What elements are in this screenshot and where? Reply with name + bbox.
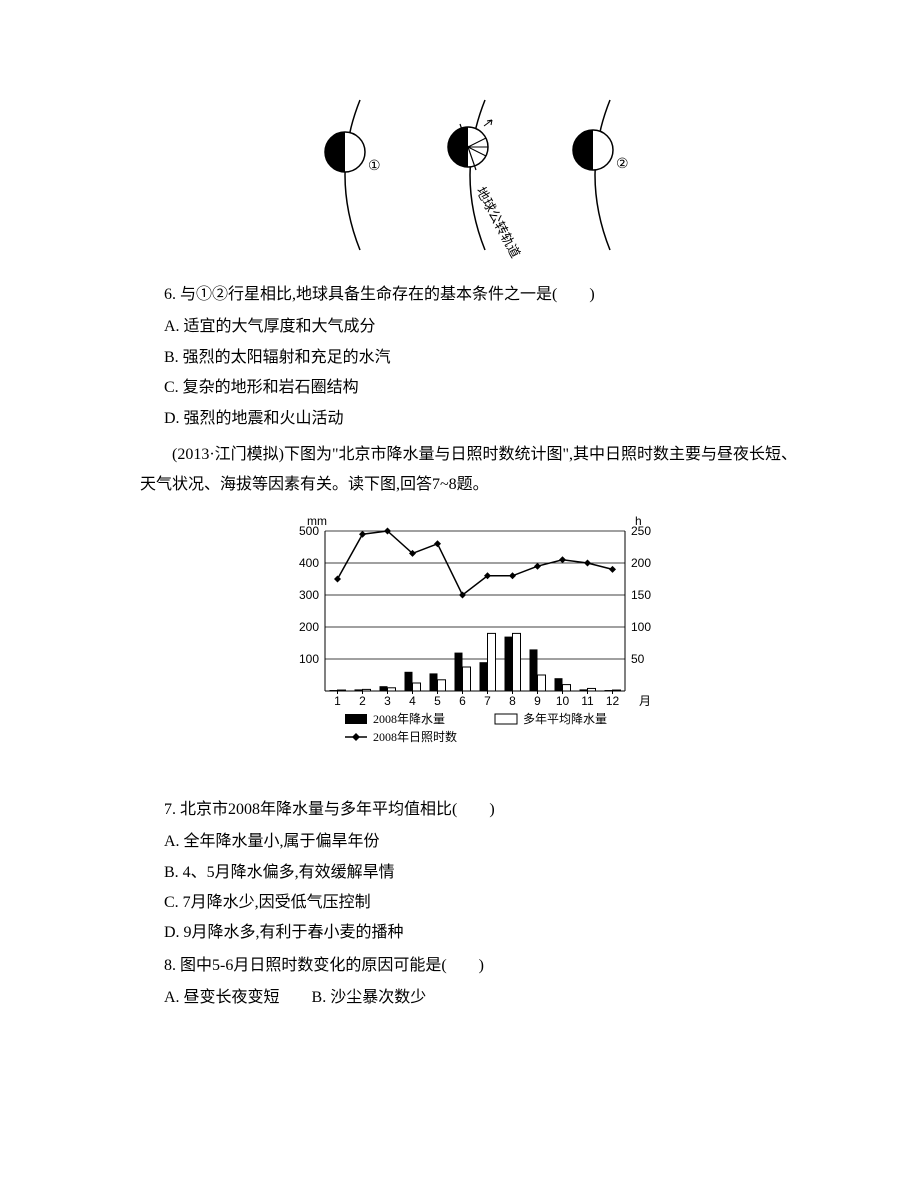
svg-text:12: 12 bbox=[606, 694, 620, 708]
svg-text:10: 10 bbox=[556, 694, 570, 708]
planet-2-label: ② bbox=[616, 157, 629, 172]
q6-option-d: D. 强烈的地震和火山活动 bbox=[164, 404, 800, 434]
svg-text:9: 9 bbox=[534, 694, 541, 708]
svg-text:2008年降水量: 2008年降水量 bbox=[373, 712, 445, 726]
svg-text:8: 8 bbox=[509, 694, 516, 708]
svg-text:11: 11 bbox=[581, 694, 594, 708]
q7-option-d: D. 9月降水多,有利于春小麦的播种 bbox=[164, 918, 800, 948]
svg-text:100: 100 bbox=[631, 620, 651, 634]
svg-text:50: 50 bbox=[631, 652, 645, 666]
svg-text:150: 150 bbox=[631, 588, 651, 602]
svg-text:200: 200 bbox=[631, 556, 651, 570]
svg-text:200: 200 bbox=[299, 620, 319, 634]
beijing-chart: mmh1002003004005005010015020025012345678… bbox=[140, 511, 800, 771]
svg-text:5: 5 bbox=[434, 694, 441, 708]
svg-text:300: 300 bbox=[299, 588, 319, 602]
svg-text:500: 500 bbox=[299, 524, 319, 538]
planet-1-label: ① bbox=[368, 159, 381, 174]
q6-option-a: A. 适宜的大气厚度和大气成分 bbox=[164, 312, 800, 342]
q7-option-b: B. 4、5月降水偏多,有效缓解旱情 bbox=[164, 858, 800, 888]
q7-option-a: A. 全年降水量小,属于偏旱年份 bbox=[164, 827, 800, 857]
svg-text:6: 6 bbox=[459, 694, 466, 708]
q6-option-b: B. 强烈的太阳辐射和充足的水汽 bbox=[164, 343, 800, 373]
q8-stem: 8. 图中5-6月日照时数变化的原因可能是( ) bbox=[164, 951, 800, 981]
chart-svg: mmh1002003004005005010015020025012345678… bbox=[270, 511, 670, 771]
q7-stem: 7. 北京市2008年降水量与多年平均值相比( ) bbox=[164, 795, 800, 825]
svg-text:4: 4 bbox=[409, 694, 416, 708]
svg-text:250: 250 bbox=[631, 524, 651, 538]
passage-7-8: (2013·江门模拟)下图为"北京市降水量与日照时数统计图",其中日照时数主要与… bbox=[140, 440, 800, 501]
svg-text:3: 3 bbox=[384, 694, 391, 708]
svg-text:月: 月 bbox=[639, 694, 651, 708]
svg-text:400: 400 bbox=[299, 556, 319, 570]
q6-option-c: C. 复杂的地形和岩石圈结构 bbox=[164, 373, 800, 403]
orbit-svg: ① 地球公转轨道 ② bbox=[290, 90, 650, 260]
q7-option-c: C. 7月降水少,因受低气压控制 bbox=[164, 888, 800, 918]
svg-text:100: 100 bbox=[299, 652, 319, 666]
svg-text:2008年日照时数: 2008年日照时数 bbox=[373, 729, 457, 744]
q6-stem: 6. 与①②行星相比,地球具备生命存在的基本条件之一是( ) bbox=[164, 280, 800, 310]
svg-text:7: 7 bbox=[484, 694, 491, 708]
svg-text:1: 1 bbox=[334, 694, 341, 708]
orbit-label: 地球公转轨道 bbox=[473, 184, 523, 260]
svg-text:2: 2 bbox=[359, 694, 366, 708]
svg-text:多年平均降水量: 多年平均降水量 bbox=[523, 712, 607, 726]
orbit-diagram: ① 地球公转轨道 ② bbox=[140, 90, 800, 260]
q8-options-inline: A. 昼变长夜变短 B. 沙尘暴次数少 bbox=[164, 983, 800, 1013]
